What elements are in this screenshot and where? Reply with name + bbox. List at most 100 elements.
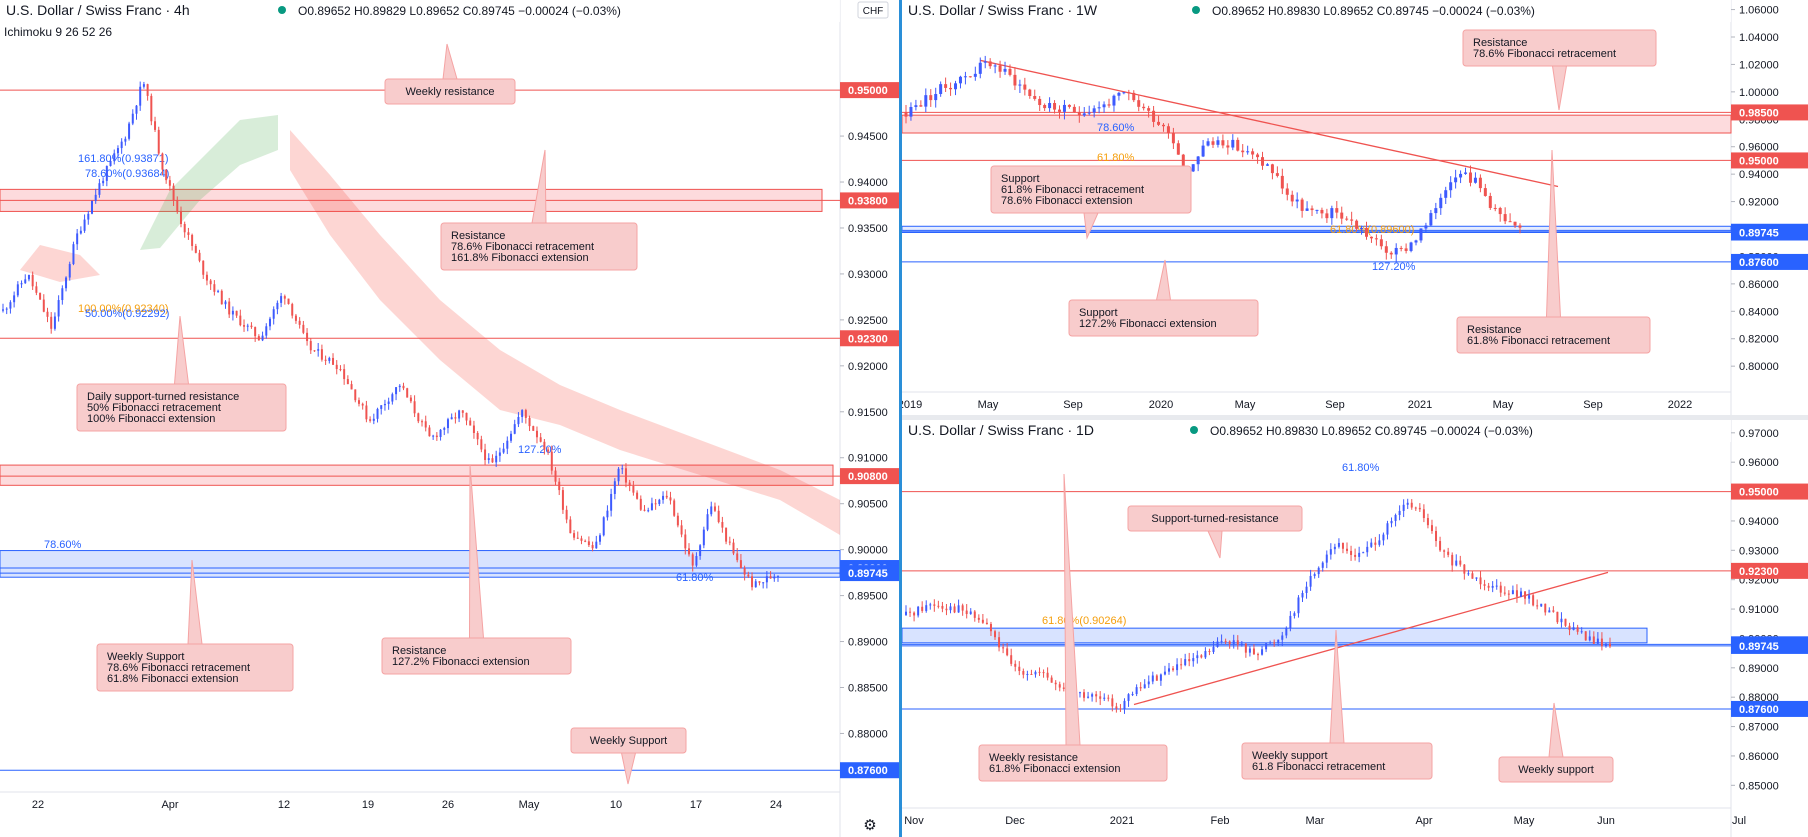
candle-body	[5, 308, 8, 310]
candle-body	[595, 541, 598, 549]
candle-body	[939, 84, 943, 95]
candle-body	[313, 350, 316, 352]
panel-divider-horizontal[interactable]	[902, 415, 1808, 420]
candle-body	[306, 332, 309, 342]
candle-body	[1374, 238, 1378, 240]
candle-body	[20, 283, 23, 285]
callout-box	[990, 165, 1192, 214]
callout-text: Weekly Support	[590, 735, 667, 747]
candle-body	[417, 413, 420, 422]
candle-body	[1058, 684, 1061, 688]
candle-body	[1333, 546, 1336, 550]
candle-body	[198, 252, 201, 261]
candle-body	[1034, 671, 1037, 675]
candle-body	[1062, 687, 1065, 689]
price-badge-label: 0.87600	[1739, 257, 1779, 269]
candle-body	[35, 286, 38, 293]
callout-text: 78.6% Fibonacci extension	[1001, 195, 1132, 207]
candle-body	[113, 153, 116, 161]
candle-body	[335, 364, 338, 370]
y-tick-label: 0.86000	[1739, 751, 1779, 763]
candle-body	[1444, 190, 1448, 198]
chart-1d-svg[interactable]: 0.970000.960000.950000.940000.930000.920…	[902, 420, 1808, 837]
fib-label: 78.60%	[44, 539, 82, 551]
candle-body	[135, 105, 138, 114]
candle-body	[1467, 573, 1470, 575]
x-tick-label: 2021	[1110, 815, 1134, 827]
candle-body	[1295, 199, 1299, 202]
x-tick-label: May	[1235, 399, 1256, 411]
candle-body	[83, 219, 86, 231]
candle-body	[491, 458, 494, 463]
candle-body	[1600, 638, 1603, 647]
chart-1w-svg[interactable]: 1.060001.040001.020001.000000.980000.960…	[902, 0, 1808, 415]
candle-body	[76, 233, 79, 245]
chart-1d-panel[interactable]: 0.970000.960000.950000.940000.930000.920…	[902, 420, 1808, 837]
candle-body	[120, 141, 123, 149]
candle-body	[643, 509, 646, 511]
candle-body	[1414, 240, 1418, 243]
candle-body	[1117, 92, 1121, 96]
callout-text: 161.8% Fibonacci extension	[451, 252, 589, 264]
candle-body	[487, 458, 490, 460]
candle-body	[1103, 697, 1106, 699]
x-tick-label: Apr	[161, 799, 178, 811]
candle-body	[476, 432, 479, 440]
candle-body	[1498, 208, 1502, 215]
candle-body	[1536, 605, 1539, 607]
candle-body	[506, 440, 509, 449]
y-tick-label: 0.93000	[848, 269, 888, 281]
candle-body	[1394, 515, 1397, 521]
candle-body	[765, 576, 768, 583]
header-background	[902, 0, 1731, 22]
candle-body	[665, 495, 668, 498]
candle-body	[1131, 694, 1134, 696]
candle-body	[424, 421, 427, 428]
candle-body	[1468, 172, 1472, 183]
candle-body	[721, 522, 724, 528]
candle-body	[1119, 708, 1122, 710]
candle-body	[610, 493, 613, 511]
candle-body	[1275, 173, 1279, 176]
candle-body	[654, 503, 657, 505]
y-tick-label: 0.89000	[1739, 663, 1779, 675]
chart-1w-panel[interactable]: 1.060001.040001.020001.000000.980000.960…	[902, 0, 1808, 415]
candle-body	[1422, 509, 1425, 519]
candle-body	[680, 525, 683, 535]
candle-body	[1293, 613, 1296, 616]
candle-body	[1127, 92, 1131, 94]
candle-body	[1576, 627, 1579, 632]
candle-body	[937, 605, 940, 607]
candle-body	[276, 302, 279, 310]
y-tick-label: 0.90500	[848, 499, 888, 511]
price-badge-label: 0.89745	[1739, 228, 1779, 240]
candle-body	[1003, 68, 1007, 72]
y-tick-label: 0.94000	[848, 177, 888, 189]
candle-body	[747, 574, 750, 577]
candle-body	[187, 232, 190, 235]
y-tick-label: 0.85000	[1739, 780, 1779, 792]
candle-body	[294, 315, 297, 321]
candle-body	[1107, 104, 1111, 106]
candle-body	[647, 510, 650, 512]
candle-body	[1459, 173, 1463, 178]
candle-body	[1273, 642, 1276, 644]
candle-body	[1224, 640, 1227, 642]
candle-body	[1596, 638, 1599, 644]
candle-body	[1111, 698, 1114, 707]
candle-body	[42, 299, 45, 312]
candle-body	[1398, 510, 1401, 516]
candle-body	[13, 295, 16, 303]
candle-body	[1346, 548, 1349, 551]
panel-divider-vertical[interactable]	[899, 0, 902, 837]
candle-body	[1043, 105, 1047, 109]
candle-body	[547, 449, 550, 452]
chart-4h-panel[interactable]: 0.94500 0.94000 0.93500 0.93000 0.92500 0.920…	[0, 0, 899, 837]
candle-body	[1206, 141, 1210, 146]
y-tick-label: 0.88500	[848, 682, 888, 694]
candle-body	[1172, 668, 1175, 671]
y-tick-label: 0.91000	[848, 453, 888, 465]
candle-body	[1369, 236, 1373, 239]
candle-body	[1493, 207, 1497, 209]
chart-4h-svg[interactable]: 0.94500 0.94000 0.93500 0.93000 0.92500 0.920…	[0, 0, 899, 837]
